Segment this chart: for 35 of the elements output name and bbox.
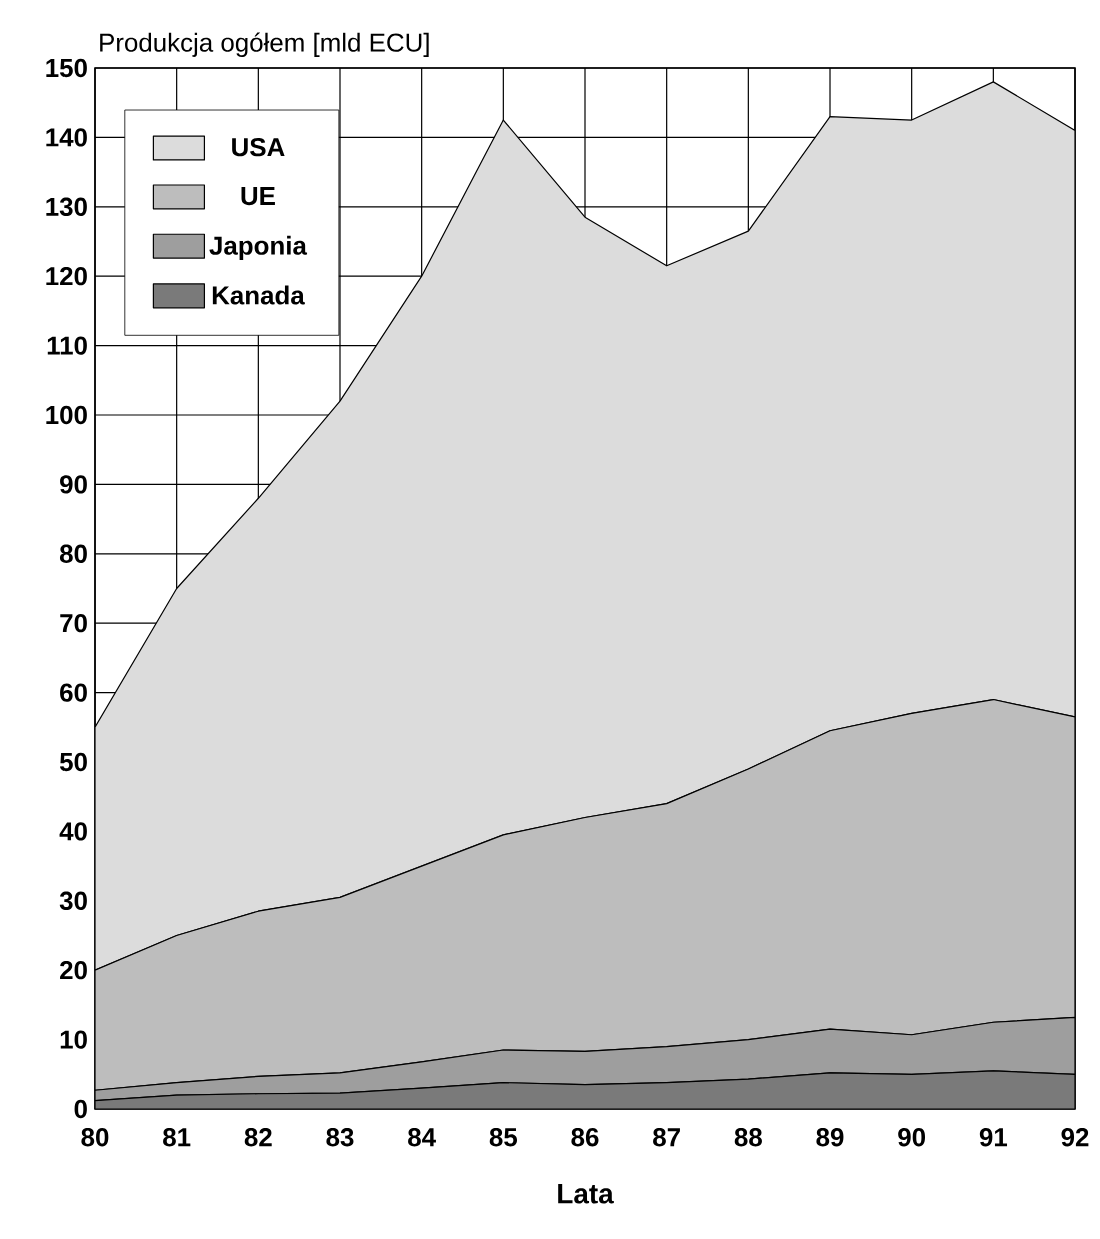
y-tick-label: 140 bbox=[46, 128, 87, 147]
y-axis-title: Produkcja ogółem [mld ECU] bbox=[100, 32, 429, 57]
x-tick-label: 81 bbox=[163, 1128, 191, 1147]
y-tick-label: 10 bbox=[60, 1030, 87, 1049]
y-tick-label: 60 bbox=[60, 683, 87, 702]
x-tick-label: 80 bbox=[81, 1128, 109, 1147]
y-tick-label: 40 bbox=[59, 822, 87, 841]
y-tick-label: 80 bbox=[59, 544, 87, 563]
x-tick-label: 89 bbox=[816, 1128, 844, 1147]
legend-label: Kanada bbox=[212, 285, 305, 305]
y-tick-label: 100 bbox=[46, 405, 87, 425]
x-tick-label: 92 bbox=[1061, 1128, 1089, 1147]
y-tick-label: 0 bbox=[74, 1099, 87, 1119]
y-tick-label: 120 bbox=[46, 267, 87, 286]
x-tick-label: 82 bbox=[244, 1128, 272, 1147]
x-axis-title: Lata bbox=[558, 1184, 614, 1204]
x-tick-label: 88 bbox=[734, 1128, 762, 1147]
x-tick-label: 91 bbox=[979, 1128, 1008, 1147]
y-tick-label: 150 bbox=[46, 58, 87, 78]
x-tick-label: 86 bbox=[571, 1128, 599, 1147]
y-tick-label: 130 bbox=[46, 197, 87, 216]
x-tick-label: 83 bbox=[326, 1128, 354, 1147]
y-tick-label: 70 bbox=[60, 614, 87, 633]
x-tick-label: 87 bbox=[653, 1128, 680, 1147]
legend-label: UE bbox=[241, 187, 275, 206]
y-tick-label: 20 bbox=[60, 961, 87, 980]
y-tick-label: 30 bbox=[59, 891, 87, 910]
legend-label: USA bbox=[232, 138, 285, 157]
x-tick-label: 84 bbox=[408, 1128, 436, 1147]
y-tick-label: 110 bbox=[47, 336, 87, 355]
x-tick-label: 85 bbox=[489, 1128, 518, 1147]
y-tick-label: 50 bbox=[59, 752, 87, 772]
x-tick-label: 90 bbox=[898, 1128, 926, 1147]
y-tick-label: 90 bbox=[60, 475, 87, 494]
legend-label: Japonia bbox=[209, 235, 308, 260]
